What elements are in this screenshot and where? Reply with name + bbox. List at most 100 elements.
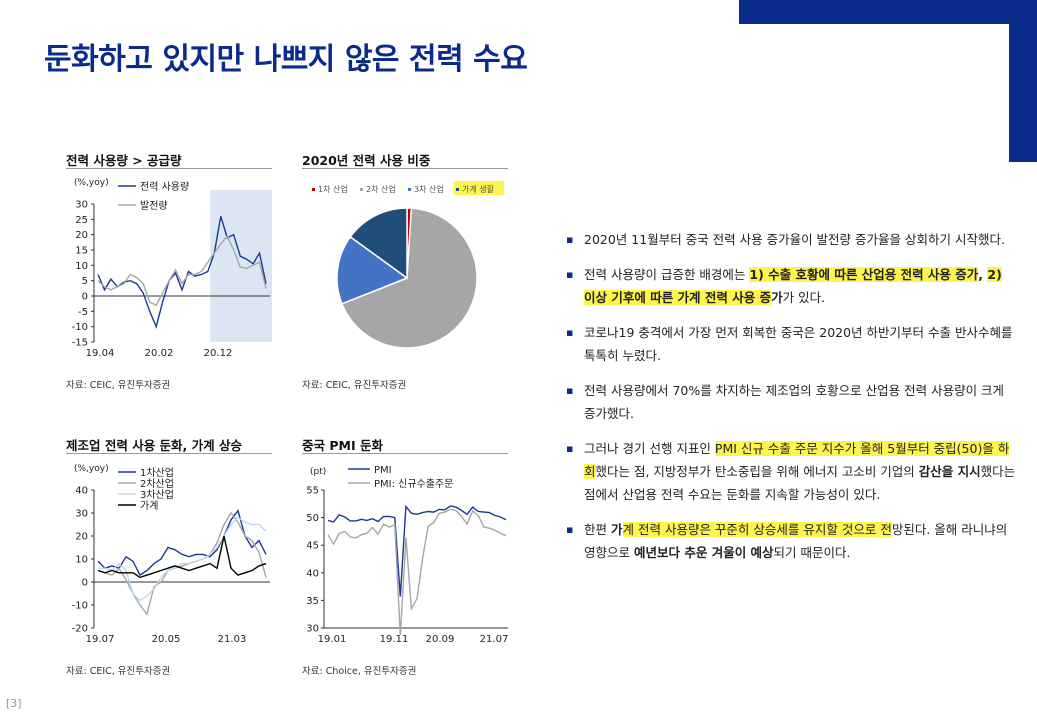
chart-3-source: 자료: CEIC, 유진투자증권 <box>66 666 171 677</box>
y-tick-label: -15 <box>72 338 88 349</box>
pie-slice-3 <box>336 235 409 305</box>
header-accent-bar <box>739 0 1037 24</box>
header-accent-side-bar <box>1009 24 1037 162</box>
page-number: [3] <box>6 697 22 710</box>
y-tick-label: 30 <box>75 509 88 520</box>
bullet-text: 했다는 점, 지방정부가 탄소중립을 위해 에너지 고소비 기업의 <box>595 464 919 479</box>
y-tick-label: 50 <box>306 513 319 524</box>
bullet-text: 전력 사용량에서 70%를 차지하는 제조업의 호황으로 산업용 전력 사용량이… <box>584 383 1005 421</box>
highlighted-text: 1) 수출 호황에 따른 산업용 전력 사용 증가 <box>749 267 979 282</box>
y-tick-label: -10 <box>72 322 88 333</box>
bullet-list: 2020년 11월부터 중국 전력 사용 증가율이 발전량 증가율을 상회하기 … <box>566 228 1016 576</box>
bullet-text: 감산을 지시 <box>918 464 981 479</box>
highlighted-text: 계 전력 사용량은 꾸준히 상승세를 유지할 것으로 전 <box>622 522 892 537</box>
legend-swatch <box>456 188 459 191</box>
x-tick-label: 20.05 <box>152 634 181 645</box>
chart-3-title: 제조업 전력 사용 둔화, 가계 상승 <box>66 438 243 453</box>
page-title: 둔화하고 있지만 나쁘지 않은 전력 수요 <box>44 42 528 77</box>
bullet-text: , <box>978 267 988 282</box>
y-tick-label: 0 <box>82 578 88 589</box>
y-tick-label: 30 <box>306 624 319 635</box>
bullet-item: 전력 사용량이 급증한 배경에는 1) 수출 호황에 따른 산업용 전력 사용 … <box>566 263 1016 309</box>
legend-swatch <box>360 188 363 191</box>
y-tick-label: 10 <box>75 261 88 272</box>
unit-label: (pt) <box>310 467 326 477</box>
bullet-text: 코로나19 충격에서 가장 먼저 회복한 중국은 2020년 하반기부터 수출 … <box>584 325 1013 363</box>
bullet-text: 예년보다 추운 겨울이 예상 <box>633 545 774 560</box>
x-tick-label: 21.03 <box>218 634 247 645</box>
x-tick-label: 19.04 <box>86 348 115 359</box>
bullet-text: 가 <box>610 522 623 537</box>
legend-highlight <box>454 181 504 195</box>
legend-label: 2차산업 <box>140 477 174 490</box>
y-tick-label: 5 <box>82 276 88 287</box>
legend-swatch <box>312 188 315 191</box>
y-tick-label: 20 <box>75 532 88 543</box>
legend-label: 전력 사용량 <box>140 181 189 193</box>
x-tick-label: 21.07 <box>480 634 509 645</box>
chart-1-source: 자료: CEIC, 유진투자증권 <box>66 380 171 391</box>
bullet-item: 코로나19 충격에서 가장 먼저 회복한 중국은 2020년 하반기부터 수출 … <box>566 321 1016 367</box>
legend-label: 3차 산업 <box>414 184 444 194</box>
chart-2-source: 자료: CEIC, 유진투자증권 <box>302 380 407 391</box>
legend-label: 1차 산업 <box>318 184 348 194</box>
series-line-2 <box>97 234 267 307</box>
y-tick-label: -5 <box>78 307 88 318</box>
y-tick-label: 0 <box>82 292 88 303</box>
legend-label: 발전량 <box>140 200 168 212</box>
legend-label: 2차 산업 <box>366 184 396 194</box>
legend-label: 1차산업 <box>140 466 174 479</box>
bullet-text: 그러나 경기 선행 지표인 <box>584 441 715 456</box>
chart-2-title: 2020년 전력 사용 비중 <box>302 153 431 168</box>
unit-label: (%,yoy) <box>74 178 109 188</box>
y-tick-label: 10 <box>75 555 88 566</box>
bullet-text: 했다는 점에서 산업용 전력 수요는 둔화를 지속할 가능성이 있다. <box>584 464 1016 502</box>
pie-slice-4 <box>349 207 408 280</box>
legend-swatch <box>408 188 411 191</box>
bullet-item: 전력 사용량에서 70%를 차지하는 제조업의 호황으로 산업용 전력 사용량이… <box>566 379 1016 425</box>
series-line-3 <box>98 516 267 602</box>
y-tick-label: 25 <box>75 215 88 226</box>
y-tick-label: 20 <box>75 230 88 241</box>
y-tick-label: 45 <box>306 541 319 552</box>
chart-4-source: 자료: Choice, 유진투자증권 <box>302 666 417 677</box>
y-tick-label: 15 <box>75 246 88 257</box>
series-line-2 <box>327 508 507 636</box>
y-tick-label: 30 <box>75 200 88 211</box>
bullet-item: 그러나 경기 선행 지표인 PMI 신규 수출 주문 지수가 올해 5월부터 중… <box>566 437 1016 506</box>
chart-3-title-rule <box>66 453 272 454</box>
bullet-text: 한편 <box>584 522 611 537</box>
bullet-text: 되기 때문이다. <box>773 545 851 560</box>
legend-label: 가계 생활 <box>462 184 495 194</box>
x-tick-label: 19.11 <box>380 634 409 645</box>
pie-slice-2 <box>340 207 478 349</box>
y-tick-label: 55 <box>306 486 319 497</box>
chart-1-title-rule <box>66 168 272 169</box>
series-line-2 <box>97 511 267 616</box>
x-tick-label: 20.02 <box>145 348 174 359</box>
x-tick-label: 19.01 <box>318 634 347 645</box>
legend-label: 가계 <box>140 500 158 512</box>
legend-label: 3차산업 <box>140 488 174 501</box>
series-line-1 <box>327 504 507 597</box>
x-tick-label: 20.12 <box>204 348 233 359</box>
bullet-text: 가 있다. <box>782 290 826 305</box>
chart-4-title: 중국 PMI 둔화 <box>302 438 383 453</box>
bullet-item: 한편 가계 전력 사용량은 꾸준히 상승세를 유지할 것으로 전망된다. 올해 … <box>566 518 1016 564</box>
y-tick-label: 40 <box>306 568 319 579</box>
legend-label: PMI: 신규수출주문 <box>374 478 453 490</box>
unit-label: (%,yoy) <box>74 464 109 474</box>
y-tick-label: -10 <box>72 601 88 612</box>
bullet-text: 가 <box>771 290 783 305</box>
y-tick-label: -20 <box>72 624 88 635</box>
bullet-text: 망된다. 올해 라니냐의 영향으로 <box>584 522 1008 560</box>
series-line-4 <box>97 535 267 579</box>
bullet-text: 2020년 11월부터 중국 전력 사용 증가율이 발전량 증가율을 상회하기 … <box>584 232 1005 247</box>
y-tick-label: 40 <box>75 486 88 497</box>
legend-label: PMI <box>374 465 392 476</box>
chart-2-title-rule <box>302 168 508 169</box>
x-tick-label: 19.07 <box>86 634 115 645</box>
